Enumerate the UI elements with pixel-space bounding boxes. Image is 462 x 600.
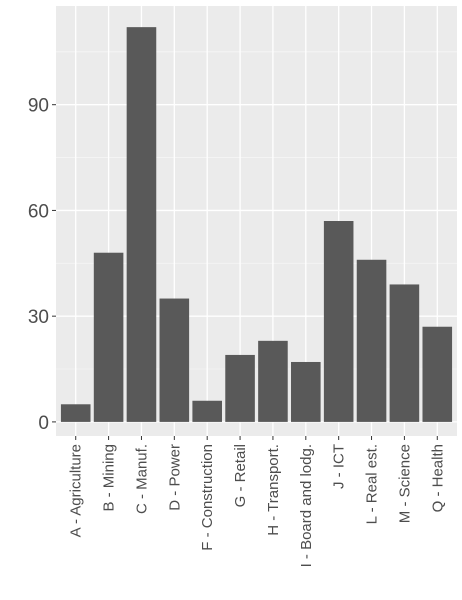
x-tick-label: A - Agriculture: [68, 444, 85, 537]
bar: [159, 298, 190, 422]
y-tick-label: 60: [28, 201, 49, 222]
bar: [225, 354, 255, 422]
x-tick-label: B - Mining: [101, 444, 118, 512]
x-tick-label: F - Construction: [199, 444, 216, 551]
y-tick-label: 0: [38, 413, 49, 434]
bar: [356, 259, 387, 422]
bar: [60, 404, 91, 422]
x-tick-label: C - Manuf.: [133, 444, 150, 514]
y-axis: 0 30 60 90: [28, 96, 56, 434]
x-tick-label: L - Real est.: [364, 444, 381, 524]
x-tick-label: D - Power: [166, 444, 183, 511]
bar: [93, 252, 124, 422]
bar: [291, 361, 321, 422]
bar: [126, 27, 157, 422]
x-tick-label: M - Science: [396, 444, 413, 523]
bar: [389, 284, 420, 422]
x-tick-label: G - Retail: [232, 444, 249, 507]
bar: [323, 221, 354, 422]
bar: [258, 340, 288, 422]
x-tick-label: J - ICT: [331, 444, 348, 489]
y-tick-label: 30: [28, 307, 49, 328]
bar: [422, 326, 453, 422]
bar: [192, 400, 222, 422]
y-tick-label: 90: [28, 96, 49, 117]
x-tick-label: Q - Health: [429, 444, 446, 512]
x-tick-label: H - Transport.: [265, 444, 282, 536]
x-axis: A - Agriculture B - Mining C - Manuf. D - P…: [68, 436, 446, 567]
x-tick-label: I - Board and lodg.: [298, 444, 315, 567]
bars: [60, 27, 453, 422]
